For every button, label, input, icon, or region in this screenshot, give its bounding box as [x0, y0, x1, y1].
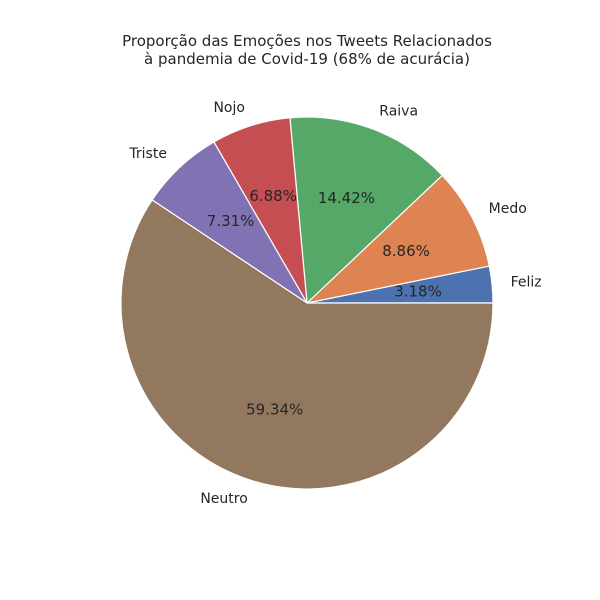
- slice-percent-nojo: 6.88%: [249, 187, 297, 205]
- slice-percent-neutro: 59.34%: [246, 400, 303, 418]
- slice-label-feliz: Feliz: [511, 275, 542, 291]
- slice-label-neutro: Neutro: [200, 491, 247, 507]
- pie-slice-medo: [305, 174, 491, 305]
- slice-percent-feliz: 3.18%: [394, 282, 442, 300]
- slice-label-medo: Medo: [489, 201, 527, 217]
- slice-percent-triste: 7.31%: [207, 212, 255, 230]
- slice-label-nojo: Nojo: [213, 100, 245, 116]
- chart-title-line-1: Proporção das Emoções nos Tweets Relacio…: [122, 32, 492, 50]
- pie-slices: [120, 116, 494, 490]
- slice-percent-raiva: 14.42%: [318, 189, 375, 207]
- pie-slice-raiva: [289, 116, 444, 305]
- pie-slice-neutro: [120, 199, 494, 490]
- slice-label-triste: Triste: [128, 146, 167, 162]
- chart-title-line-2: à pandemia de Covid-19 (68% de acurácia): [144, 50, 470, 68]
- slice-label-raiva: Raiva: [379, 104, 418, 120]
- pie-labels: Feliz 3.18% Medo 8.86% Raiva 14.42% Nojo 6.88% T…: [128, 100, 541, 507]
- slice-percent-medo: 8.86%: [382, 242, 430, 260]
